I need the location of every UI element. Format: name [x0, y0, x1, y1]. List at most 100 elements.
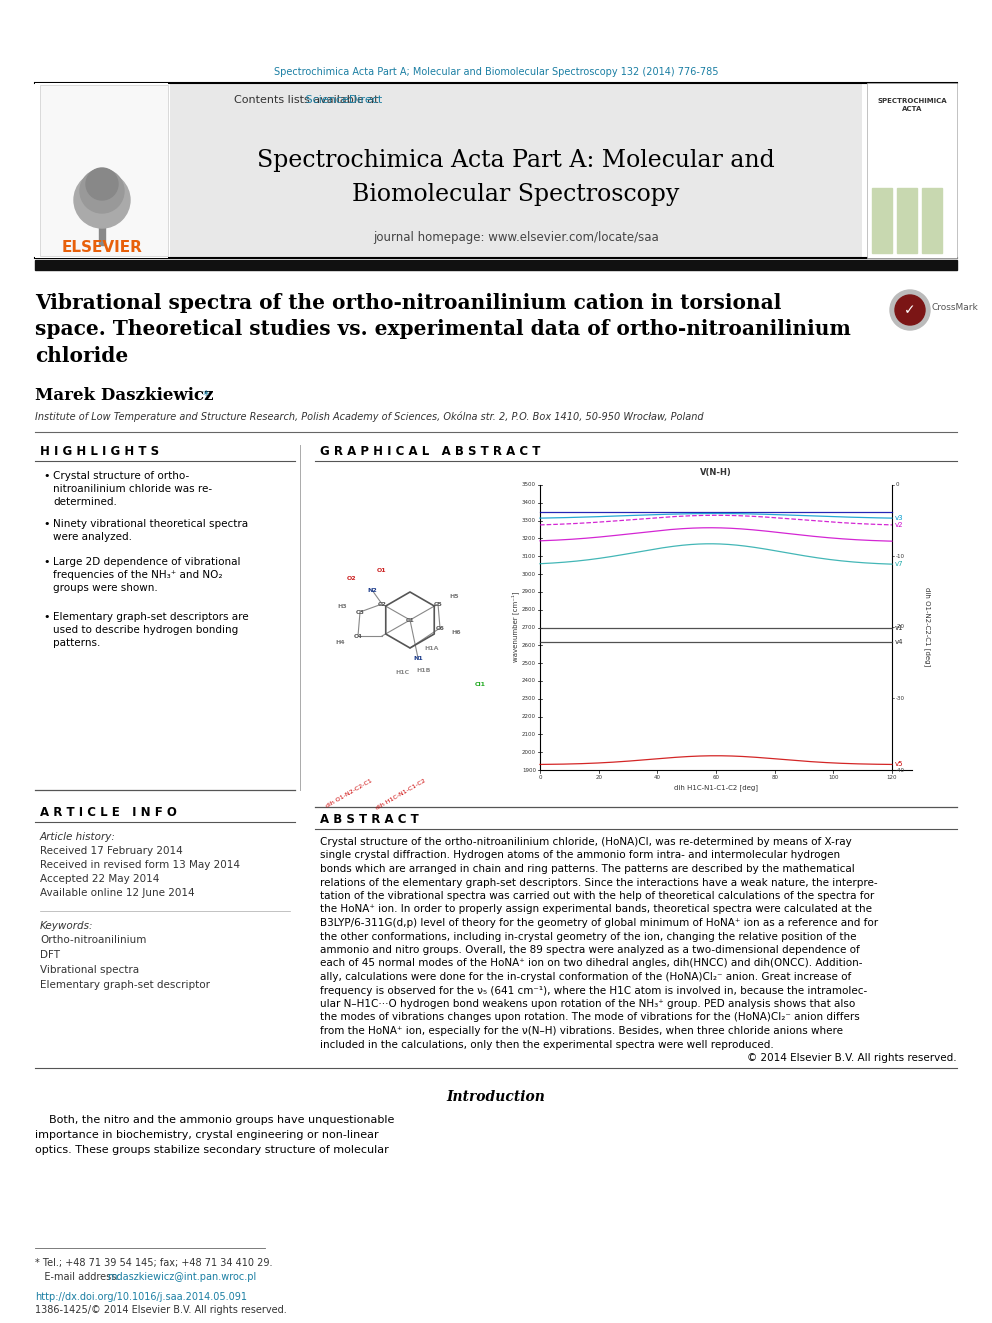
FancyBboxPatch shape — [867, 83, 957, 258]
Text: Elementary graph-set descriptor: Elementary graph-set descriptor — [40, 980, 210, 990]
Text: *: * — [203, 389, 209, 402]
Text: included in the calculations, only then the experimental spectra were well repro: included in the calculations, only then … — [320, 1040, 774, 1049]
Text: N2: N2 — [367, 587, 377, 593]
Text: 2500: 2500 — [522, 660, 536, 665]
FancyBboxPatch shape — [35, 83, 168, 258]
Bar — [922, 188, 942, 253]
Text: Marek Daszkiewicz: Marek Daszkiewicz — [35, 388, 213, 404]
Text: E-mail address:: E-mail address: — [35, 1271, 123, 1282]
Text: •: • — [43, 613, 50, 622]
Text: relations of the elementary graph-set descriptors. Since the interactions have a: relations of the elementary graph-set de… — [320, 877, 878, 888]
Text: C2: C2 — [378, 602, 387, 606]
Text: C3: C3 — [355, 610, 364, 614]
Text: •: • — [43, 557, 50, 568]
Text: H6: H6 — [451, 630, 461, 635]
Text: 20: 20 — [595, 775, 602, 781]
Text: optics. These groups stabilize secondary structure of molecular: optics. These groups stabilize secondary… — [35, 1144, 389, 1155]
Text: V(N-H): V(N-H) — [700, 468, 732, 478]
Text: journal homepage: www.elsevier.com/locate/saa: journal homepage: www.elsevier.com/locat… — [373, 230, 659, 243]
Text: H5: H5 — [449, 594, 459, 598]
Text: Vibrational spectra: Vibrational spectra — [40, 964, 139, 975]
Text: •: • — [43, 471, 50, 482]
Text: v7: v7 — [895, 561, 904, 568]
Text: •: • — [43, 519, 50, 529]
Circle shape — [86, 168, 118, 200]
Text: 2100: 2100 — [522, 732, 536, 737]
Text: 2400: 2400 — [522, 679, 536, 684]
Text: Accepted 22 May 2014: Accepted 22 May 2014 — [40, 875, 160, 884]
Text: http://dx.doi.org/10.1016/j.saa.2014.05.091: http://dx.doi.org/10.1016/j.saa.2014.05.… — [35, 1293, 247, 1302]
Text: 2000: 2000 — [522, 750, 536, 754]
Text: Article history:: Article history: — [40, 832, 116, 841]
Text: B3LYP/6-311G(d,p) level of theory for the geometry of global minimum of HoNA⁺ io: B3LYP/6-311G(d,p) level of theory for th… — [320, 918, 878, 927]
Text: Crystal structure of the ortho-nitroanilinium chloride, (HoNA)Cl, was re-determi: Crystal structure of the ortho-nitroanil… — [320, 837, 852, 847]
Text: 1900: 1900 — [522, 767, 536, 773]
Text: dih H1C-N1-C1-C2 [deg]: dih H1C-N1-C1-C2 [deg] — [674, 785, 758, 791]
Text: 3000: 3000 — [522, 572, 536, 577]
Text: each of 45 normal modes of the HoNA⁺ ion on two dihedral angles, dih(HNCC) and d: each of 45 normal modes of the HoNA⁺ ion… — [320, 958, 862, 968]
Text: ular N–H1C···O hydrogen bond weakens upon rotation of the NH₃⁺ group. PED analys: ular N–H1C···O hydrogen bond weakens upo… — [320, 999, 855, 1009]
Bar — [320, 470, 952, 790]
Text: v1: v1 — [895, 624, 904, 631]
Circle shape — [80, 169, 124, 213]
Text: 0: 0 — [896, 483, 900, 487]
Text: Institute of Low Temperature and Structure Research, Polish Academy of Sciences,: Institute of Low Temperature and Structu… — [35, 411, 703, 422]
Text: Ninety vibrational theoretical spectra
were analyzed.: Ninety vibrational theoretical spectra w… — [53, 519, 248, 542]
Text: Keywords:: Keywords: — [40, 921, 93, 931]
Text: Spectrochimica Acta Part A; Molecular and Biomolecular Spectroscopy 132 (2014) 7: Spectrochimica Acta Part A; Molecular an… — [274, 67, 718, 77]
Text: dih O1-N2-C2-C1 [deg]: dih O1-N2-C2-C1 [deg] — [924, 587, 930, 667]
Text: Vibrational spectra of the ortho-nitroanilinium cation in torsional
space. Theor: Vibrational spectra of the ortho-nitroan… — [35, 292, 851, 365]
Text: from the HoNA⁺ ion, especially for the ν(N–H) vibrations. Besides, when three ch: from the HoNA⁺ ion, especially for the ν… — [320, 1027, 843, 1036]
FancyBboxPatch shape — [40, 85, 168, 255]
Text: 2700: 2700 — [522, 624, 536, 630]
Text: H1B: H1B — [417, 668, 432, 672]
Bar — [897, 188, 917, 253]
Text: H4: H4 — [335, 639, 345, 644]
Text: DFT: DFT — [40, 950, 60, 960]
Circle shape — [74, 172, 130, 228]
Bar — [872, 188, 892, 253]
Text: 120: 120 — [887, 775, 897, 781]
Text: the HoNA⁺ ion. In order to properly assign experimental bands, theoretical spect: the HoNA⁺ ion. In order to properly assi… — [320, 905, 872, 914]
Text: Elementary graph-set descriptors are
used to describe hydrogen bonding
patterns.: Elementary graph-set descriptors are use… — [53, 613, 249, 648]
Text: SPECTROCHIMICA
ACTA: SPECTROCHIMICA ACTA — [877, 98, 946, 112]
Text: Introduction: Introduction — [446, 1090, 546, 1103]
Text: ammonio and nitro groups. Overall, the 89 spectra were analyzed as a two-dimensi: ammonio and nitro groups. Overall, the 8… — [320, 945, 860, 955]
Text: © 2014 Elsevier B.V. All rights reserved.: © 2014 Elsevier B.V. All rights reserved… — [747, 1053, 957, 1062]
Text: C5: C5 — [434, 602, 442, 606]
Text: Contents lists available at: Contents lists available at — [234, 95, 382, 105]
Text: A B S T R A C T: A B S T R A C T — [320, 814, 419, 826]
Text: Received in revised form 13 May 2014: Received in revised form 13 May 2014 — [40, 860, 240, 871]
Text: CrossMark: CrossMark — [932, 303, 979, 311]
Text: A R T I C L E   I N F O: A R T I C L E I N F O — [40, 806, 177, 819]
Text: Available online 12 June 2014: Available online 12 June 2014 — [40, 888, 194, 898]
Text: C1: C1 — [406, 618, 415, 623]
Text: H1C: H1C — [395, 669, 409, 675]
Text: 100: 100 — [828, 775, 838, 781]
Bar — [99, 220, 105, 245]
Text: 3300: 3300 — [522, 519, 536, 523]
Text: -40: -40 — [896, 767, 905, 773]
Text: 40: 40 — [654, 775, 661, 781]
Text: dih H1C-N1-C1-C2: dih H1C-N1-C1-C2 — [375, 778, 427, 811]
Text: ✓: ✓ — [904, 303, 916, 318]
Text: 3400: 3400 — [522, 500, 536, 505]
Text: Spectrochimica Acta Part A: Molecular and: Spectrochimica Acta Part A: Molecular an… — [257, 148, 775, 172]
Text: frequency is observed for the ν₅ (641 cm⁻¹), where the H1C atom is involved in, : frequency is observed for the ν₅ (641 cm… — [320, 986, 867, 995]
Text: 3500: 3500 — [522, 483, 536, 487]
Text: the modes of vibrations changes upon rotation. The mode of vibrations for the (H: the modes of vibrations changes upon rot… — [320, 1012, 860, 1023]
Text: Both, the nitro and the ammonio groups have unquestionable: Both, the nitro and the ammonio groups h… — [35, 1115, 395, 1125]
Text: 2900: 2900 — [522, 589, 536, 594]
Text: tation of the vibrational spectra was carried out with the help of theoretical c: tation of the vibrational spectra was ca… — [320, 890, 874, 901]
Text: v5: v5 — [895, 762, 904, 767]
Text: Large 2D dependence of vibrational
frequencies of the NH₃⁺ and NO₂
groups were s: Large 2D dependence of vibrational frequ… — [53, 557, 240, 594]
FancyBboxPatch shape — [170, 83, 862, 258]
Text: 2300: 2300 — [522, 696, 536, 701]
Text: importance in biochemistry, crystal engineering or non-linear: importance in biochemistry, crystal engi… — [35, 1130, 379, 1140]
Text: ally, calculations were done for the in-crystal conformation of the (HoNA)Cl₂⁻ a: ally, calculations were done for the in-… — [320, 972, 851, 982]
Text: 60: 60 — [712, 775, 719, 781]
Text: -30: -30 — [896, 696, 905, 700]
Circle shape — [890, 290, 930, 329]
Text: 2200: 2200 — [522, 714, 536, 720]
Text: ScienceDirect: ScienceDirect — [281, 95, 382, 105]
